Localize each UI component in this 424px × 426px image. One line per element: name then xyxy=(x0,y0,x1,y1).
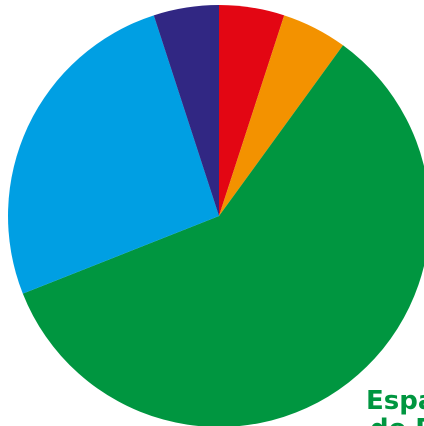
slice-label-line-1: Espa xyxy=(366,386,424,416)
slice-label-line-2: de D xyxy=(370,414,424,426)
pie-slices xyxy=(8,5,424,426)
slice-green xyxy=(22,45,424,426)
slice-red xyxy=(219,5,285,216)
slice-indigo xyxy=(153,5,219,216)
slice-orange xyxy=(219,15,344,216)
slice-blue xyxy=(8,15,220,294)
